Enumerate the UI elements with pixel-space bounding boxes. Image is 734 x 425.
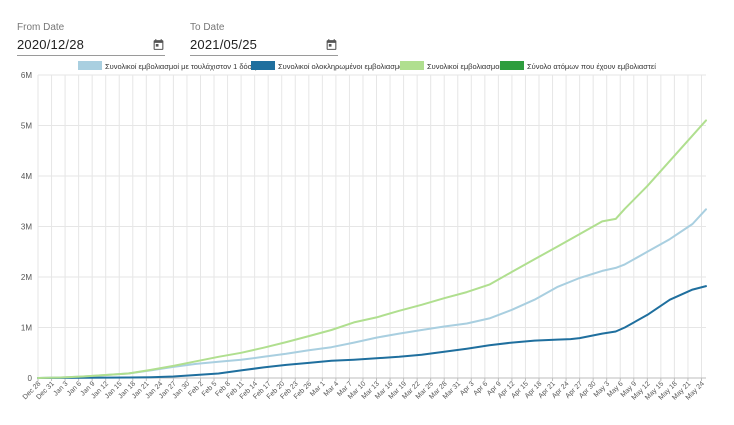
series-line-2: [37, 119, 707, 379]
legend-label-1[interactable]: Συνολικοί ολοκληρωμένοι εμβολιασμοί: [278, 62, 405, 71]
from-date-label: From Date: [17, 22, 65, 33]
y-tick-label: 2M: [21, 273, 32, 282]
legend-label-3[interactable]: Σύνολο ατόμων που έχουν εμβολιαστεί: [527, 62, 656, 71]
x-tick-label: Apr 3: [459, 380, 476, 397]
legend-label-2[interactable]: Συνολικοί εμβολιασμοί: [427, 62, 501, 71]
legend-swatch-0[interactable]: [78, 61, 102, 70]
y-tick-label: 3M: [21, 223, 32, 232]
legend-label-0[interactable]: Συνολικοί εμβολιασμοί με τουλάχιστον 1 δ…: [105, 62, 257, 71]
legend-swatch-2[interactable]: [400, 61, 424, 70]
x-tick-label: Apr 6: [472, 380, 489, 397]
series-line-0: [37, 208, 707, 379]
series-line-1: [37, 285, 707, 379]
legend-swatch-3[interactable]: [500, 61, 524, 70]
from-date-value[interactable]: 2020/12/28: [17, 37, 85, 52]
y-tick-label: 0: [28, 374, 33, 383]
legend-swatch-1[interactable]: [251, 61, 275, 70]
y-tick-label: 6M: [21, 71, 32, 80]
to-date-field[interactable]: To Date 2021/05/25: [190, 22, 338, 56]
y-tick-label: 1M: [21, 324, 32, 333]
from-date-field[interactable]: From Date 2020/12/28: [17, 22, 165, 56]
y-tick-label: 5M: [21, 122, 32, 131]
to-date-label: To Date: [190, 22, 225, 33]
calendar-icon[interactable]: [152, 38, 165, 51]
to-date-value[interactable]: 2021/05/25: [190, 37, 258, 52]
y-tick-label: 4M: [21, 172, 32, 181]
calendar-icon[interactable]: [325, 38, 338, 51]
